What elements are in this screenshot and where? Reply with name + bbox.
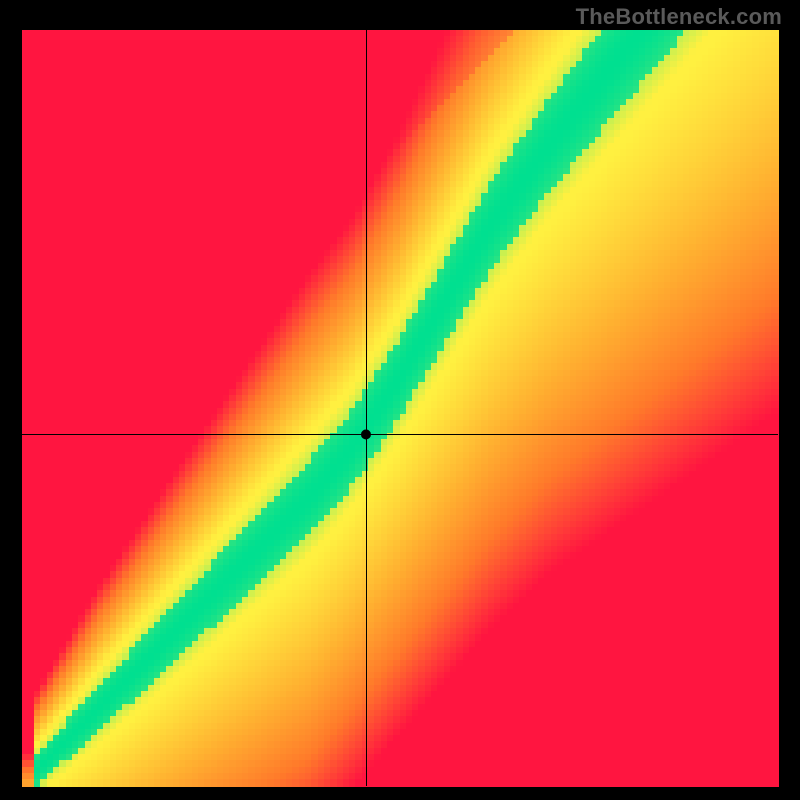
chart-container: { "watermark": "TheBottleneck.com", "cha…: [0, 0, 800, 800]
bottleneck-heatmap: [0, 0, 800, 800]
watermark: TheBottleneck.com: [576, 4, 782, 30]
